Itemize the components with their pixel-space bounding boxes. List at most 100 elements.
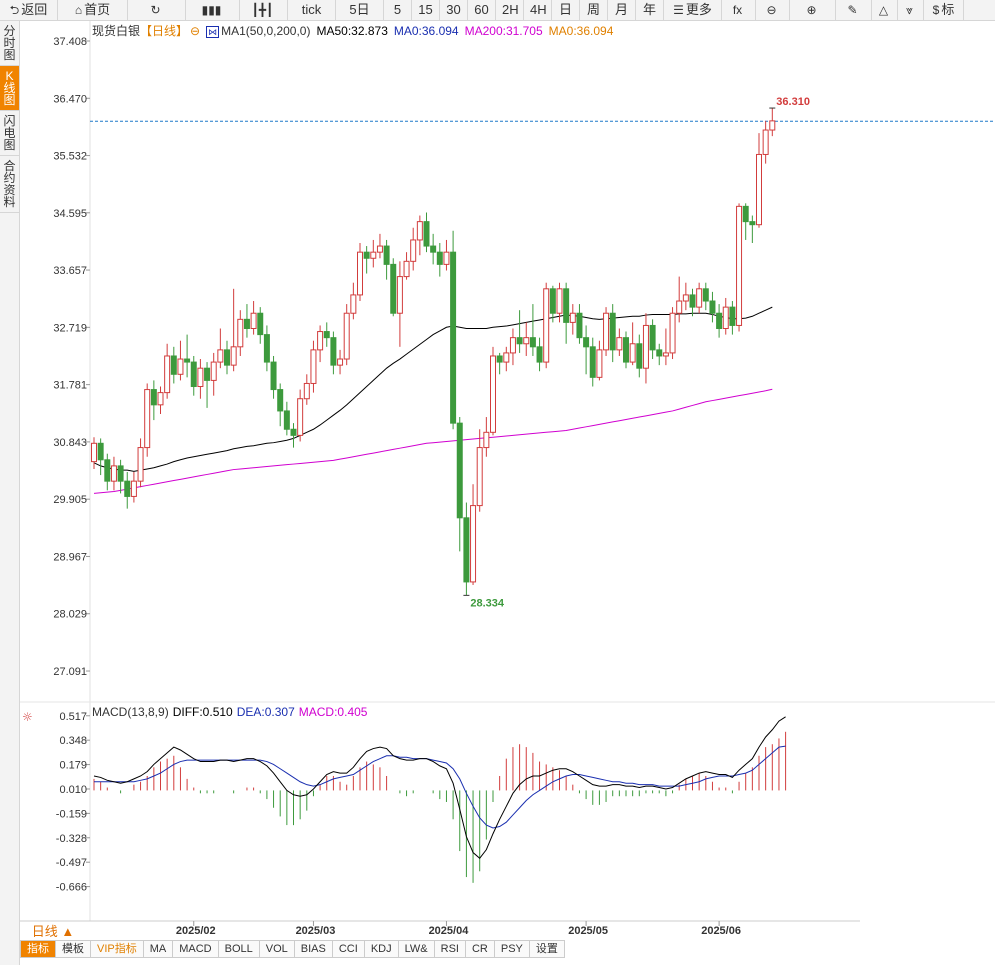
candle xyxy=(669,307,676,360)
candle xyxy=(623,331,629,369)
candle xyxy=(503,346,510,372)
candle-body xyxy=(536,346,543,363)
settings-icon[interactable]: ⊖ xyxy=(190,24,201,38)
zoom-out-button[interactable]: ⊖ xyxy=(756,0,790,20)
period-8-button[interactable]: 15 xyxy=(412,0,440,20)
indicator-tab-2[interactable]: VIP指标 xyxy=(91,940,144,958)
triangle-button[interactable]: △ xyxy=(872,0,898,20)
candle-body xyxy=(250,312,257,329)
candle-body xyxy=(263,334,270,363)
indicator-tab-9[interactable]: KDJ xyxy=(364,940,399,958)
indicator-tab-12[interactable]: CR xyxy=(465,940,495,958)
indicator-tab-10[interactable]: LW& xyxy=(398,940,435,958)
indicator-tab-11[interactable]: RSI xyxy=(434,940,466,958)
price-tick-label: 34.595 xyxy=(53,208,87,220)
ma0-value: MA0:36.094 xyxy=(393,24,459,38)
indicator-icon[interactable]: ⋈ xyxy=(206,26,220,38)
period-14-button[interactable]: 周 xyxy=(580,0,608,20)
period-16-button[interactable]: 年 xyxy=(636,0,664,20)
indicator-tab-4[interactable]: MACD xyxy=(173,940,219,958)
formula-button[interactable]: fx xyxy=(722,0,756,20)
period-button[interactable]: 日线 ▲ xyxy=(20,923,86,940)
candle-body xyxy=(509,337,516,354)
side-tab-3[interactable]: 合约资料 xyxy=(0,156,19,213)
macd-settings-icon[interactable]: ☼ xyxy=(22,710,33,724)
zoom-in-button[interactable]: ⊕ xyxy=(790,0,836,20)
indicator-tab-0[interactable]: 指标 xyxy=(20,940,56,958)
candle xyxy=(649,319,656,360)
candle-body xyxy=(549,288,556,314)
period-6-button[interactable]: 5日 xyxy=(336,0,384,20)
candle xyxy=(716,304,723,338)
candle xyxy=(323,322,330,347)
toolbar-label: 首页 xyxy=(84,2,111,17)
period-label[interactable]: 【日线】 xyxy=(140,24,189,38)
candle-body xyxy=(423,221,430,247)
toolbar-label: 5日 xyxy=(349,2,370,17)
period-15-button[interactable]: 月 xyxy=(608,0,636,20)
candle-body xyxy=(97,442,104,461)
indicator-tab-6[interactable]: VOL xyxy=(259,940,295,958)
indicator-tab-3[interactable]: MA xyxy=(143,940,174,958)
period-10-button[interactable]: 60 xyxy=(468,0,496,20)
high-price-label: 36.310 xyxy=(776,96,810,108)
chevron-down-button[interactable]: ⩔ xyxy=(898,0,924,20)
candle-body xyxy=(483,431,490,449)
pen-button[interactable]: ✎ xyxy=(836,0,872,20)
home-button[interactable]: ⌂ 首页 xyxy=(58,0,128,20)
indicator-tab-7[interactable]: BIAS xyxy=(294,940,333,958)
candle-body xyxy=(130,480,137,497)
refresh-button[interactable]: ↻ xyxy=(128,0,186,20)
bar-chart-button[interactable]: ▮▮▮ xyxy=(186,0,240,20)
candle-body xyxy=(150,389,157,406)
menu-button[interactable]: ☰ 更多 xyxy=(664,0,722,20)
indicator-tab-14[interactable]: 设置 xyxy=(529,940,565,958)
period-7-button[interactable]: 5 xyxy=(384,0,412,20)
ma200-line xyxy=(93,388,773,494)
indicator-tab-5[interactable]: BOLL xyxy=(218,940,260,958)
toolbar-label: 月 xyxy=(614,2,628,17)
toolbar-label: 日 xyxy=(558,2,572,17)
candle xyxy=(177,340,184,381)
side-tab-1[interactable]: K线图 xyxy=(0,66,19,111)
candle xyxy=(563,282,570,344)
period-11-button[interactable]: 2H xyxy=(496,0,524,20)
ma50-value: MA50:32.873 xyxy=(316,24,388,38)
dollar-button[interactable]: $ 标 xyxy=(924,0,964,20)
symbol-name: 现货白银 xyxy=(92,24,141,38)
candlestick-button[interactable]: ┃╋┃ xyxy=(240,0,288,20)
candle-body xyxy=(376,245,383,253)
side-tab-2[interactable]: 闪电图 xyxy=(0,111,19,156)
candle xyxy=(456,417,463,552)
ma0b-value: MA0:36.094 xyxy=(548,24,614,38)
candle xyxy=(110,456,117,491)
diff-value: DIFF:0.510 xyxy=(172,705,233,719)
candle-body xyxy=(283,410,290,430)
candle xyxy=(443,239,450,271)
candle xyxy=(330,331,337,375)
period-13-button[interactable]: 日 xyxy=(552,0,580,20)
candle-body xyxy=(390,263,397,314)
macd-value: MACD:0.405 xyxy=(298,705,368,719)
candle-body xyxy=(170,355,177,375)
kline-chart[interactable]: 37.408 36.470 35.532 34.595 33.657 32.719 31.7… xyxy=(20,21,995,940)
indicator-tab-13[interactable]: PSY xyxy=(494,940,530,958)
candle-body xyxy=(157,392,164,406)
period-9-button[interactable]: 30 xyxy=(440,0,468,20)
period-5-button[interactable]: tick xyxy=(288,0,336,20)
side-tab-0[interactable]: 分时图 xyxy=(0,21,19,66)
diff-line xyxy=(93,716,786,860)
macd-tick-label: -0.666 xyxy=(56,882,87,894)
indicator-tab-1[interactable]: 模板 xyxy=(56,940,91,958)
candle-body xyxy=(756,153,762,226)
indicator-tab-8[interactable]: CCI xyxy=(332,940,365,958)
candle xyxy=(689,288,696,317)
candle xyxy=(762,120,769,164)
period-12-button[interactable]: 4H xyxy=(524,0,552,20)
candle-body xyxy=(104,459,111,482)
candle-body xyxy=(177,358,184,375)
back-arrow-button[interactable]: ⮌ 返回 xyxy=(0,0,58,20)
candle xyxy=(350,282,357,320)
candle xyxy=(263,325,270,372)
candle-body xyxy=(563,288,570,323)
